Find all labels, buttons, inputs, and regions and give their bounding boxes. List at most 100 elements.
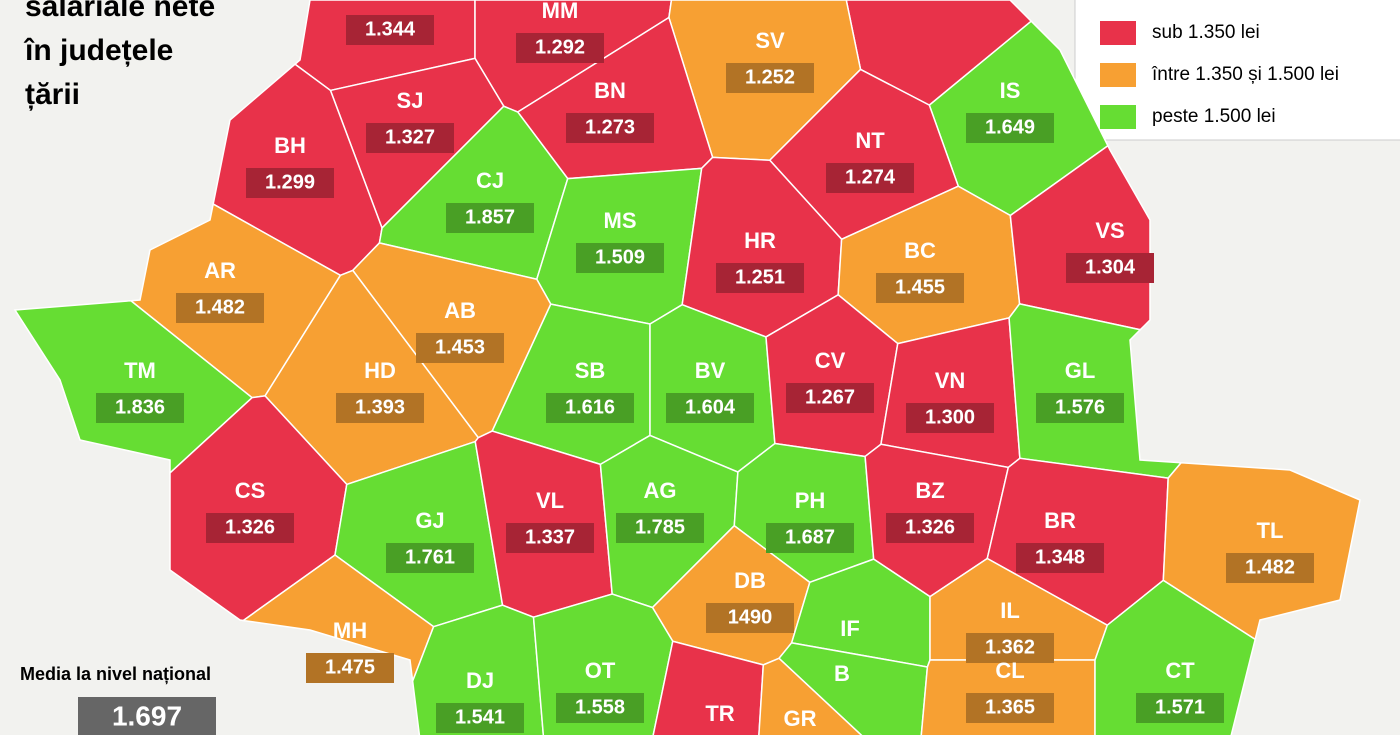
county-code: AG	[644, 478, 677, 503]
value-box	[1136, 693, 1224, 723]
county-value: 1490	[728, 606, 773, 628]
county-value: 1.604	[685, 396, 736, 418]
value-box	[506, 523, 594, 553]
county-code: CT	[1165, 658, 1195, 683]
legend-label: între 1.350 și 1.500 lei	[1151, 64, 1339, 85]
county-value: 1.785	[635, 516, 685, 538]
county-code: CV	[815, 348, 846, 373]
county-value: 1.273	[585, 116, 635, 138]
county-code: HD	[364, 358, 396, 383]
value-box	[706, 603, 794, 633]
county-code: SB	[575, 358, 606, 383]
county-value: 1.348	[1035, 546, 1085, 568]
county-value: 1.365	[985, 696, 1035, 718]
value-box	[416, 333, 504, 363]
legend-swatch	[1100, 21, 1136, 45]
value-box	[966, 693, 1054, 723]
county-code: NT	[855, 128, 885, 153]
county-code: AR	[204, 258, 236, 283]
legend-label: sub 1.350 lei	[1152, 22, 1260, 43]
county-code: GJ	[415, 508, 444, 533]
county-value: 1.482	[195, 296, 245, 318]
county-value: 1.393	[355, 396, 405, 418]
value-box	[966, 633, 1054, 663]
county-code: MH	[333, 618, 367, 643]
county-code: HR	[744, 228, 776, 253]
county-value: 1.292	[535, 36, 585, 58]
county-value: 1.558	[575, 696, 625, 718]
county-code: SJ	[397, 88, 424, 113]
county-value: 1.761	[405, 546, 455, 568]
value-box	[566, 113, 654, 143]
county-value: 1.299	[265, 171, 315, 193]
county-value: 1.541	[455, 706, 505, 728]
title-line: țării	[25, 78, 80, 111]
value-box	[716, 263, 804, 293]
value-box	[616, 513, 704, 543]
county-code: TR	[705, 701, 734, 726]
county-value: 1.687	[785, 526, 835, 548]
county-value: 1.337	[525, 526, 575, 548]
value-box	[966, 113, 1054, 143]
value-box	[556, 693, 644, 723]
county	[758, 657, 863, 735]
value-box	[786, 383, 874, 413]
value-box	[1036, 393, 1124, 423]
value-box	[1066, 253, 1154, 283]
value-box	[446, 203, 534, 233]
average-box	[78, 697, 216, 735]
value-box	[666, 393, 754, 423]
value-box	[886, 513, 974, 543]
county	[1009, 144, 1151, 331]
value-box	[906, 403, 994, 433]
county-code: IF	[840, 616, 860, 641]
value-box	[206, 513, 294, 543]
county-value: 1.267	[805, 386, 855, 408]
county-value: 1.274	[845, 166, 896, 188]
value-box	[306, 653, 394, 683]
county-value: 1.327	[385, 126, 435, 148]
county-value: 1.362	[985, 636, 1035, 658]
title-line: în județele	[23, 34, 173, 67]
county-code: BV	[695, 358, 726, 383]
county-code: VS	[1095, 218, 1124, 243]
value-box	[336, 393, 424, 423]
county-code: MM	[542, 0, 579, 23]
value-box	[826, 163, 914, 193]
average-value: 1.697	[112, 700, 182, 731]
county-code: AB	[444, 298, 476, 323]
county-value: 1.455	[895, 276, 945, 298]
legend-swatch	[1100, 105, 1136, 129]
county-value: 1.326	[905, 516, 955, 538]
county-value: 1.475	[325, 656, 375, 678]
title-line: salariale nete	[25, 0, 215, 23]
county-code: CL	[995, 658, 1024, 683]
value-box	[246, 168, 334, 198]
county-code: GL	[1065, 358, 1096, 383]
county-code: IS	[1000, 78, 1021, 103]
value-box	[1016, 543, 1104, 573]
average-label: Media la nivel național	[20, 664, 211, 684]
county-code: CS	[235, 478, 266, 503]
value-box	[346, 15, 434, 45]
county-value: 1.453	[435, 336, 485, 358]
county-value: 1.326	[225, 516, 275, 538]
county-code: TM	[124, 358, 156, 383]
county-labels: 1.344 MM 1.292 SV 1.252 SJ 1.327 BN 1.273 IS 1.649…	[96, 0, 1314, 733]
county-code: BN	[594, 78, 626, 103]
county	[1008, 303, 1183, 479]
county-value: 1.857	[465, 206, 515, 228]
county-value: 1.576	[1055, 396, 1105, 418]
county-code: OT	[585, 658, 616, 683]
county-value: 1.616	[565, 396, 615, 418]
county-code: SV	[755, 28, 785, 53]
value-box	[876, 273, 964, 303]
county-value: 1.836	[115, 396, 165, 418]
value-box	[516, 33, 604, 63]
county-code: DB	[734, 568, 766, 593]
value-box	[1226, 553, 1314, 583]
county-code: B	[834, 661, 850, 686]
value-box	[386, 543, 474, 573]
county-value: 1.304	[1085, 256, 1136, 278]
